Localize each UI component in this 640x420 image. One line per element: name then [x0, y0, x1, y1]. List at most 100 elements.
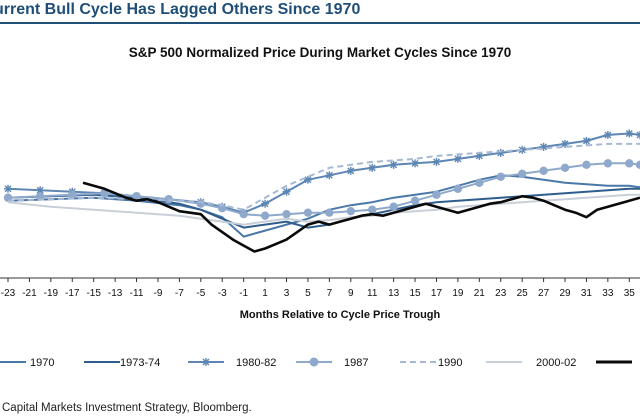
header-title: urrent Bull Cycle Has Lagged Others Sinc… — [0, 1, 361, 18]
series-point-1987 — [475, 178, 484, 187]
legend-item: 1970 — [0, 357, 54, 369]
series-point-1980-82 — [603, 130, 612, 139]
series-point-1987 — [496, 172, 505, 181]
series-line-1987 — [7, 162, 640, 217]
x-tick-label: -5 — [196, 288, 205, 299]
x-tick-label: 29 — [559, 288, 571, 299]
legend-item: 1973-74 — [84, 357, 160, 369]
x-tick-label: -9 — [154, 288, 163, 299]
legend-label: 1973-74 — [120, 357, 160, 369]
x-tick-label: 13 — [388, 288, 400, 299]
series-point-1987 — [68, 190, 77, 199]
legend-label: 1987 — [344, 357, 368, 369]
series-point-1987 — [603, 159, 613, 168]
x-tick-label: 15 — [409, 288, 421, 299]
series-point-1987 — [410, 196, 420, 205]
legend-item: 1987 — [296, 357, 368, 369]
series-point-1980-82 — [496, 148, 505, 157]
series-point-1980-82 — [36, 186, 45, 195]
legend-label: 1990 — [438, 357, 462, 369]
x-tick-label: 3 — [284, 288, 290, 299]
series-point-1987 — [346, 206, 355, 216]
series-point-1987 — [539, 166, 548, 176]
series-line-1990 — [7, 142, 640, 211]
x-tick-label: -15 — [86, 288, 101, 299]
x-tick-label: -3 — [218, 288, 227, 299]
x-tick-label: 35 — [624, 288, 636, 299]
series-point-1987 — [635, 160, 640, 170]
series-point-1987 — [560, 163, 570, 173]
x-tick-label: -21 — [22, 288, 37, 299]
series-layer — [3, 129, 640, 253]
x-tick-label: 27 — [538, 288, 550, 299]
series-point-1980-82 — [368, 163, 377, 172]
x-tick-label: -11 — [130, 288, 144, 299]
x-tick-label: -7 — [175, 288, 184, 299]
x-tick-label: 23 — [495, 288, 507, 299]
series-point-1987 — [35, 192, 45, 201]
x-tick-label: -23 — [1, 288, 16, 299]
series-point-1980-82 — [432, 157, 441, 166]
x-tick-label: -17 — [65, 288, 80, 299]
x-tick-label: 19 — [452, 288, 464, 299]
series-point-1987 — [389, 202, 398, 211]
header-bar: urrent Bull Cycle Has Lagged Others Sinc… — [0, 0, 640, 24]
series-point-1980-82 — [636, 130, 640, 139]
x-tick-label: 21 — [474, 288, 486, 299]
legend-item: 1990 — [400, 357, 462, 369]
x-tick-label: 31 — [581, 288, 593, 299]
series-point-1987 — [582, 160, 591, 170]
legend-label: 2000-02 — [536, 357, 576, 369]
series-point-1980-82 — [389, 160, 398, 169]
x-tick-label: 33 — [602, 288, 614, 299]
x-tick-label: 9 — [348, 288, 354, 299]
legend: 1970 1973-74 1980-82 1987 1990 2000-02 — [0, 357, 632, 369]
series-point-1980-82 — [453, 154, 462, 163]
series-point-1987 — [432, 190, 441, 199]
series-line-2000-02 — [7, 193, 640, 226]
series-point-1987 — [239, 209, 248, 219]
series-point-1987 — [625, 159, 634, 168]
source-note: Capital Markets Investment Strategy, Blo… — [2, 402, 252, 414]
series-point-1987 — [453, 184, 463, 193]
series-point-1980-82 — [582, 136, 591, 145]
legend-marker — [309, 357, 319, 367]
legend-item: 2000-02 — [486, 357, 576, 369]
series-point-1987 — [517, 169, 527, 179]
series-point-1980-82 — [325, 171, 334, 180]
series-point-1987 — [368, 205, 377, 214]
series-point-1987 — [260, 211, 270, 220]
series-point-1980-82 — [4, 184, 12, 193]
legend-item: 1980-82 — [188, 357, 276, 369]
series-line-current — [82, 181, 640, 253]
series-point-1987 — [164, 195, 173, 204]
series-point-1987 — [303, 208, 313, 217]
x-tick-layer: -23 -21 -19 -17 -15 -13 -11 -9 -7 -5 -3 -1 1 3 5 7 9 11 13… — [1, 278, 636, 299]
x-axis-label: Months Relative to Cycle Price Trough — [240, 309, 441, 321]
legend-label: 1970 — [30, 357, 54, 369]
x-tick-label: 17 — [431, 288, 443, 299]
series-point-1987 — [218, 203, 227, 213]
series-point-1980-82 — [346, 166, 355, 175]
x-tick-label: 11 — [367, 288, 378, 299]
series-point-1987 — [282, 209, 291, 219]
x-tick-label: 25 — [517, 288, 529, 299]
series-point-1980-82 — [411, 159, 420, 168]
legend-label: 1980-82 — [236, 357, 276, 369]
series-point-1980-82 — [261, 199, 270, 208]
series-point-1980-82 — [282, 187, 291, 196]
x-tick-label: -19 — [44, 288, 59, 299]
series-point-1980-82 — [303, 175, 312, 184]
series-point-1987 — [325, 208, 334, 217]
x-tick-label: 7 — [327, 288, 333, 299]
x-tick-label: -1 — [239, 288, 248, 299]
series-point-1980-82 — [625, 129, 634, 138]
x-tick-label: 1 — [262, 288, 268, 299]
x-tick-label: 5 — [305, 288, 311, 299]
series-point-1987 — [100, 189, 109, 198]
chart-title: S&P 500 Normalized Price During Market C… — [128, 45, 512, 60]
x-tick-label: -13 — [108, 288, 123, 299]
series-line-1970 — [7, 174, 640, 238]
series-point-1987 — [196, 199, 206, 208]
